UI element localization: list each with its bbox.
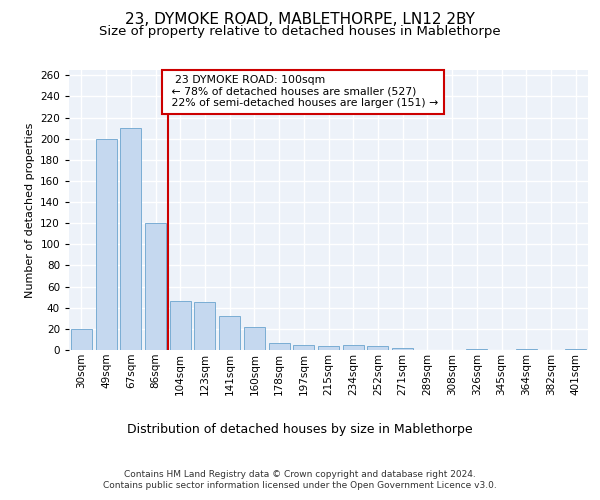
Bar [170, 302, 191, 350]
Bar [343, 344, 364, 350]
Text: Size of property relative to detached houses in Mablethorpe: Size of property relative to detached ho… [99, 25, 501, 38]
Bar [95, 138, 116, 350]
Bar [516, 349, 537, 350]
Text: 23, DYMOKE ROAD, MABLETHORPE, LN12 2BY: 23, DYMOKE ROAD, MABLETHORPE, LN12 2BY [125, 12, 475, 28]
Bar [120, 128, 141, 350]
Bar [293, 344, 314, 350]
Text: Contains public sector information licensed under the Open Government Licence v3: Contains public sector information licen… [103, 481, 497, 490]
Bar [269, 342, 290, 350]
Bar [565, 349, 586, 350]
Bar [392, 348, 413, 350]
Bar [145, 223, 166, 350]
Y-axis label: Number of detached properties: Number of detached properties [25, 122, 35, 298]
Bar [367, 346, 388, 350]
Text: Contains HM Land Registry data © Crown copyright and database right 2024.: Contains HM Land Registry data © Crown c… [124, 470, 476, 479]
Bar [219, 316, 240, 350]
Text: Distribution of detached houses by size in Mablethorpe: Distribution of detached houses by size … [127, 422, 473, 436]
Bar [318, 346, 339, 350]
Bar [244, 327, 265, 350]
Bar [194, 302, 215, 350]
Bar [466, 349, 487, 350]
Text: 23 DYMOKE ROAD: 100sqm  
 ← 78% of detached houses are smaller (527)
 22% of sem: 23 DYMOKE ROAD: 100sqm ← 78% of detached… [168, 76, 438, 108]
Bar [71, 329, 92, 350]
